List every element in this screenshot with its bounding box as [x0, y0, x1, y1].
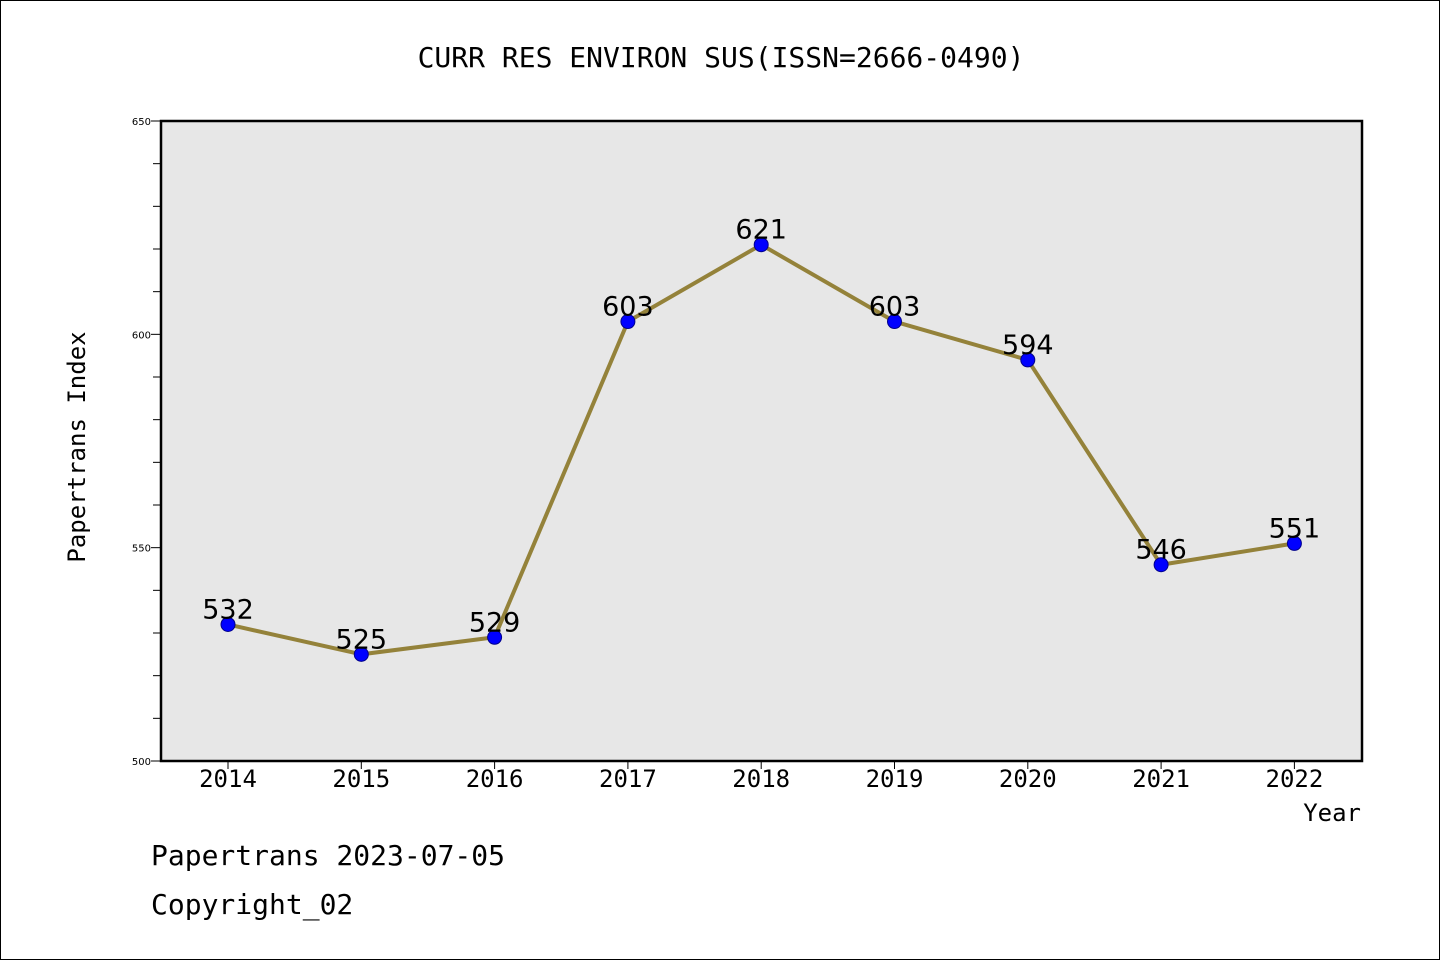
data-point — [620, 314, 636, 330]
data-point — [353, 646, 369, 662]
x-tick-label: 2022 — [1266, 765, 1324, 793]
y-tick-label: 500 — [132, 757, 151, 768]
x-axis: 2014 2015 2016 2017 2018 2019 2020 2021 2022 — [199, 761, 1323, 793]
y-axis: 500 550 600 650 — [132, 117, 161, 768]
data-label: 551 — [1269, 513, 1321, 544]
chart-title: CURR RES ENVIRON SUS(ISSN=2666-0490) — [418, 41, 1025, 74]
y-axis-label: Papertrans Index — [63, 331, 91, 562]
data-point — [220, 616, 236, 632]
data-labels: 532 525 529 603 621 603 594 546 551 — [202, 215, 1320, 656]
data-label: 594 — [1002, 330, 1054, 361]
y-tick-label: 550 — [132, 544, 151, 555]
x-tick-label: 2021 — [1132, 765, 1190, 793]
y-tick-label: 650 — [132, 117, 151, 128]
x-tick-label: 2016 — [466, 765, 524, 793]
x-tick-label: 2014 — [199, 765, 257, 793]
data-point — [887, 314, 902, 330]
data-point — [753, 237, 769, 253]
data-point — [1020, 352, 1036, 368]
x-tick-label: 2018 — [732, 765, 790, 793]
footer-copyright: Copyright_02 — [151, 888, 353, 922]
data-label: 529 — [469, 607, 521, 638]
footer-date: Papertrans 2023-07-05 — [151, 839, 505, 872]
data-point — [1153, 557, 1169, 573]
x-axis-label: Year — [1303, 799, 1361, 827]
series-points — [220, 237, 1302, 662]
data-point — [1286, 535, 1302, 551]
data-label: 621 — [735, 215, 787, 246]
data-label: 603 — [869, 292, 921, 323]
data-label: 546 — [1135, 535, 1187, 566]
data-point — [487, 629, 503, 645]
x-tick-label: 2015 — [332, 765, 390, 793]
x-tick-label: 2019 — [866, 765, 924, 793]
data-label: 603 — [602, 292, 654, 323]
x-tick-label: 2020 — [999, 765, 1057, 793]
y-tick-label: 600 — [132, 330, 151, 341]
data-label: 532 — [202, 594, 254, 625]
data-label: 525 — [336, 624, 388, 655]
x-tick-label: 2017 — [599, 765, 657, 793]
